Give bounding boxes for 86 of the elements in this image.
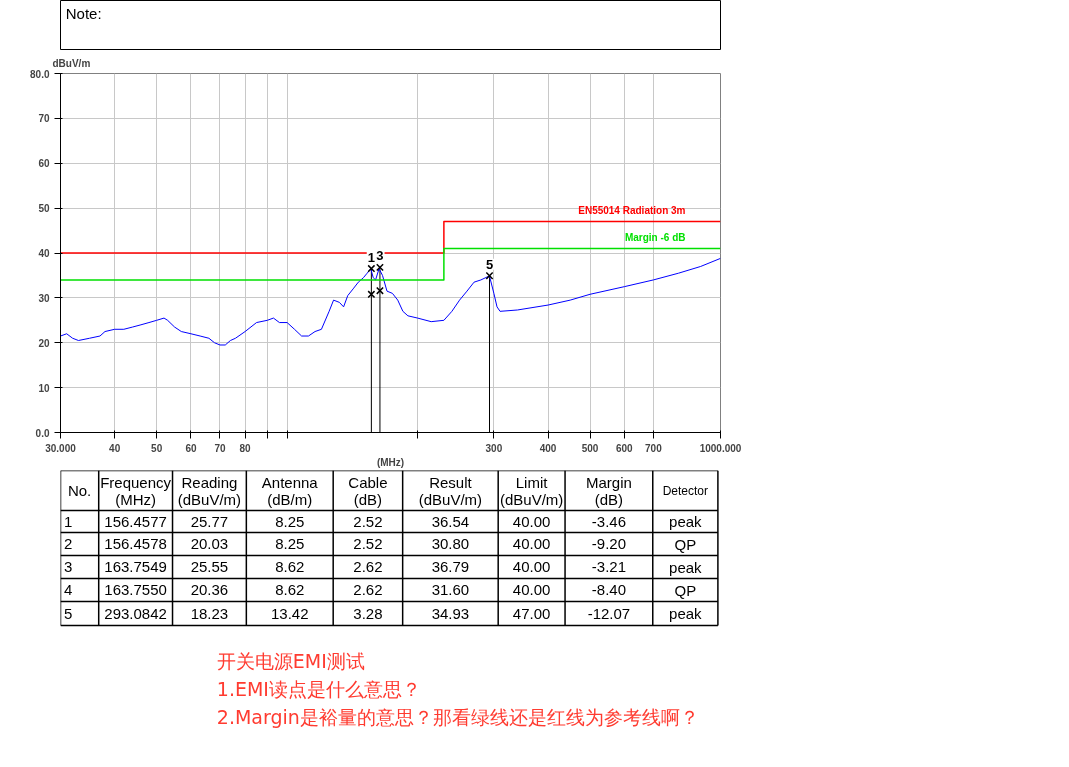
text: 2.52	[353, 512, 383, 530]
text: QP	[674, 535, 697, 553]
text: 开关电源EMI测试	[216, 649, 365, 672]
x-tick-label: 300	[485, 442, 503, 454]
text: 20.03	[190, 535, 229, 552]
y-tick-label: 70	[38, 113, 50, 125]
text: Detector	[662, 483, 709, 498]
text: 163.7550	[104, 581, 167, 598]
text: 1.EMI读点是什么意思？	[216, 677, 421, 700]
text: 40.00	[512, 558, 551, 575]
x-tick-label: 70	[214, 442, 226, 454]
text: -3.21	[591, 558, 627, 575]
y-tick-label: 0.0	[35, 427, 50, 439]
text: 3	[63, 558, 73, 575]
text: 3.28	[353, 604, 383, 622]
text: 8.62	[275, 581, 305, 598]
text: 20.36	[190, 581, 229, 598]
text: -3.46	[591, 512, 627, 530]
text: 8.25	[275, 512, 305, 530]
text: peak	[669, 605, 703, 622]
x-tick-label: 80	[239, 442, 252, 454]
annotation: 3	[376, 248, 384, 264]
y-tick-label: 60	[38, 158, 50, 170]
text: 4	[63, 581, 73, 598]
series-label: EN55014 Radiation 3m	[578, 204, 686, 216]
y-tick-label: 40	[38, 248, 50, 259]
x-tick-label: 1000.000	[699, 442, 742, 454]
x-tick-label: 50	[151, 442, 163, 454]
text: 18.23	[190, 604, 229, 622]
text: 156.4578	[104, 535, 167, 552]
text: Antenna (dB/m)	[261, 473, 319, 508]
text: 25.55	[190, 558, 229, 575]
text: 36.54	[431, 512, 470, 530]
text: 163.7549	[104, 558, 167, 575]
text: 31.60	[431, 581, 470, 598]
text: 2	[63, 535, 73, 552]
text: 40.00	[512, 581, 551, 598]
text: 8.25	[275, 535, 305, 552]
text: 156.4577	[104, 512, 167, 530]
text: 40.00	[512, 512, 551, 530]
y-tick-label: 50	[38, 203, 50, 215]
text: Limit (dBuV/m)	[499, 473, 564, 508]
annotation: 5	[485, 256, 494, 272]
text: 1	[63, 512, 73, 530]
x-axis-title: (MHz)	[376, 456, 405, 468]
text: 2.Margin是裕量的意思？那看绿线还是红线为参考线啊？	[216, 705, 699, 728]
x-tick-label: 700	[645, 442, 663, 454]
text: Reading (dBuV/m)	[177, 473, 242, 508]
annotation: 1	[367, 249, 375, 265]
x-tick-label: 600	[616, 442, 634, 454]
text: 36.79	[431, 558, 470, 575]
text: 5	[63, 604, 73, 622]
text: -9.20	[591, 535, 627, 552]
text: 2.62	[353, 558, 383, 575]
text: 47.00	[512, 604, 551, 622]
text: QP	[674, 581, 697, 599]
text: Frequency (MHz)	[100, 473, 172, 508]
text: Cable (dB)	[348, 473, 388, 508]
text: 2.62	[353, 581, 383, 598]
y-tick-label: 80.0	[30, 68, 50, 80]
text: 2.52	[353, 535, 383, 552]
text: 30.80	[431, 535, 470, 552]
text: Result (dBuV/m)	[418, 473, 483, 508]
text: Note:	[65, 4, 102, 22]
text: -12.07	[587, 604, 631, 622]
text: 293.0842	[104, 604, 167, 622]
x-tick-label: 40	[109, 442, 121, 454]
y-axis-title: dBuV/m	[52, 57, 91, 69]
series-label: Margin -6 dB	[624, 231, 686, 243]
y-tick-label: 10	[38, 382, 50, 394]
x-tick-label: 400	[539, 442, 557, 454]
text: peak	[669, 513, 703, 530]
text: 34.93	[431, 604, 470, 622]
text: 13.42	[270, 604, 309, 622]
x-tick-label: 500	[581, 442, 599, 454]
x-tick-label: 60	[185, 442, 197, 454]
text: 40.00	[512, 535, 551, 552]
x-tick-label: 30.000	[45, 442, 77, 454]
text: 8.62	[275, 558, 305, 575]
text: Margin (dB)	[585, 473, 632, 508]
text: peak	[669, 558, 703, 576]
y-tick-label: 30	[38, 292, 50, 304]
text: No.	[67, 482, 92, 499]
text: -8.40	[591, 581, 627, 598]
y-tick-label: 20	[38, 337, 50, 349]
text: 25.77	[190, 512, 229, 530]
